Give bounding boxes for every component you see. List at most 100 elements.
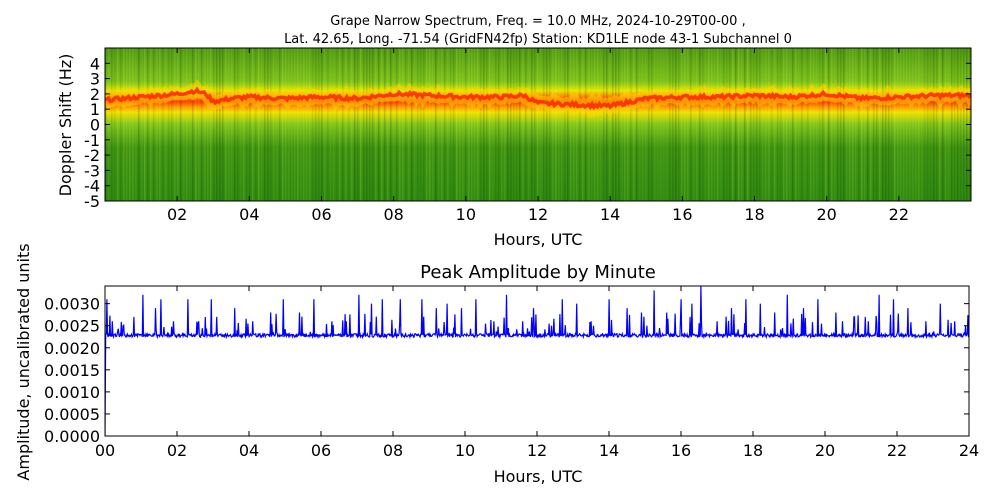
spectrogram-noise-stripe xyxy=(948,48,950,201)
spectrogram-y-tick-label: 2 xyxy=(90,85,100,104)
doppler-trace-line xyxy=(105,86,971,111)
spectrogram-noise-stripe xyxy=(285,48,287,201)
spectrogram-noise-stripe xyxy=(609,48,611,201)
spectrogram-noise-stripe xyxy=(216,48,218,201)
spectrogram-noise-stripe xyxy=(234,48,236,201)
spectrogram-noise-stripe xyxy=(699,48,701,201)
spectrogram-noise-stripe xyxy=(825,48,827,201)
spectrogram-noise-stripe xyxy=(366,48,368,201)
spectrogram-noise-stripe xyxy=(402,48,404,201)
amplitude-x-tick-label: 16 xyxy=(671,441,691,460)
spectrogram-noise-stripe xyxy=(207,48,209,201)
spectrogram-noise-stripe xyxy=(708,48,710,201)
spectrogram-noise-stripe xyxy=(936,48,938,201)
spectrogram-noise-stripe xyxy=(678,48,680,201)
spectrogram-noise-stripe xyxy=(804,48,806,201)
spectrogram-noise-stripe xyxy=(252,48,254,201)
spectrogram-noise-stripe xyxy=(723,48,725,201)
spectrogram-noise-stripe xyxy=(120,48,122,201)
spectrogram-x-tick-label: 06 xyxy=(311,205,331,224)
spectrogram-noise-stripe xyxy=(876,48,878,201)
spectrogram-noise-stripe xyxy=(111,48,113,201)
spectrogram-x-tick-label: 12 xyxy=(528,205,548,224)
spectrogram-noise-stripe xyxy=(543,48,545,201)
spectrogram-noise-stripe xyxy=(612,48,614,201)
spectrogram-noise-stripe xyxy=(231,48,233,201)
spectrogram-noise-stripe xyxy=(726,48,728,201)
spectrogram-noise-stripe xyxy=(573,48,575,201)
spectrogram-noise-stripe xyxy=(531,48,533,201)
spectrogram-noise-stripe xyxy=(375,48,377,201)
spectrogram-noise-stripe xyxy=(549,48,551,201)
spectrogram-noise-stripe xyxy=(894,48,896,201)
spectrogram-noise-stripe xyxy=(507,48,509,201)
spectrogram-noise-stripe xyxy=(906,48,908,201)
spectrogram-x-tick-label: 10 xyxy=(456,205,476,224)
spectrogram-noise-stripe xyxy=(486,48,488,201)
spectrogram-noise-stripe xyxy=(864,48,866,201)
spectrogram-noise-stripe xyxy=(621,48,623,201)
spectrogram-noise-stripe xyxy=(453,48,455,201)
spectrogram-x-tick-label: 20 xyxy=(816,205,836,224)
spectrogram-noise-stripe xyxy=(552,48,554,201)
spectrogram-noise-stripe xyxy=(855,48,857,201)
spectrogram-noise-stripe xyxy=(414,48,416,201)
spectrogram-noise-stripe xyxy=(924,48,926,201)
spectrogram-noise-stripe xyxy=(333,48,335,201)
spectrogram-noise-stripe xyxy=(150,48,152,201)
spectrogram-noise-stripe xyxy=(873,48,875,201)
spectrogram-noise-stripe xyxy=(555,48,557,201)
spectrogram-noise-stripe xyxy=(681,48,683,201)
spectrogram-noise-stripe xyxy=(318,48,320,201)
spectrogram-noise-stripe xyxy=(186,48,188,201)
spectrogram-noise-stripe xyxy=(564,48,566,201)
spectrogram-noise-stripe xyxy=(153,48,155,201)
spectrogram-noise-stripe xyxy=(336,48,338,201)
spectrogram-noise-stripe xyxy=(570,48,572,201)
spectrogram-noise-stripe xyxy=(606,48,608,201)
amplitude-y-tick-label: 0.0010 xyxy=(44,383,100,402)
amplitude-x-tick-label: 06 xyxy=(311,441,331,460)
spectrogram-noise-stripe xyxy=(567,48,569,201)
spectrogram-y-tick-label: 1 xyxy=(90,100,100,119)
spectrogram-noise-stripe xyxy=(747,48,749,201)
chart-title-line1: Grape Narrow Spectrum, Freq. = 10.0 MHz,… xyxy=(330,14,745,29)
spectrogram-noise-stripe xyxy=(489,48,491,201)
spectrogram-noise-stripe xyxy=(345,48,347,201)
spectrogram-noise-stripe xyxy=(279,48,281,201)
spectrogram-noise-stripe xyxy=(261,48,263,201)
spectrogram-noise-stripe xyxy=(321,48,323,201)
spectrogram-noise-stripe xyxy=(684,48,686,201)
spectrogram-noise-stripe xyxy=(591,48,593,201)
amplitude-x-tick-label: 04 xyxy=(239,441,259,460)
spectrogram-noise-stripe xyxy=(918,48,920,201)
amplitude-x-ticks: 00 02 04 06 08 10 12 14 16 18 20 22 24 xyxy=(95,286,979,460)
spectrogram-noise-stripe xyxy=(672,48,674,201)
spectrogram-noise-stripe xyxy=(618,48,620,201)
spectrogram-noise-stripe xyxy=(909,48,911,201)
spectrogram-noise-stripe xyxy=(393,48,395,201)
spectrogram-noise-stripe xyxy=(450,48,452,201)
amplitude-x-tick-label: 20 xyxy=(815,441,835,460)
amplitude-x-tick-label: 24 xyxy=(959,441,979,460)
spectrogram-noise-stripe xyxy=(675,48,677,201)
amplitude-y-tick-label: 0.0030 xyxy=(44,295,100,314)
chart-title-line2: Lat. 42.65, Long. -71.54 (GridFN42fp) St… xyxy=(284,32,792,47)
spectrogram-noise-stripe xyxy=(897,48,899,201)
spectrogram-noise-stripe xyxy=(330,48,332,201)
spectrogram-noise-stripe xyxy=(312,48,314,201)
spectrogram-noise-stripe xyxy=(900,48,902,201)
spectrogram-noise-stripe xyxy=(960,48,962,201)
spectrogram-noise-stripe xyxy=(297,48,299,201)
spectrogram-noise-stripe xyxy=(237,48,239,201)
spectrogram-noise-stripe xyxy=(537,48,539,201)
spectrogram-noise-stripe xyxy=(639,48,641,201)
spectrogram-noise-stripe xyxy=(588,48,590,201)
spectrogram-noise-stripe xyxy=(732,48,734,201)
spectrogram-noise-stripe xyxy=(597,48,599,201)
amplitude-y-tick-label: 0.0005 xyxy=(44,405,100,424)
spectrogram-noise-stripe xyxy=(702,48,704,201)
spectrogram-noise-stripe xyxy=(828,48,830,201)
